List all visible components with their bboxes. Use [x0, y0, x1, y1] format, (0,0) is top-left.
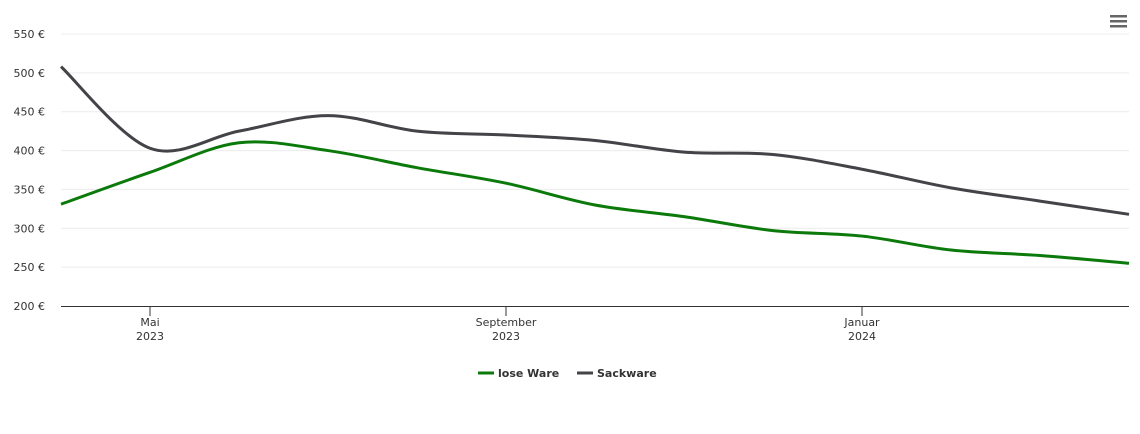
- x-tick-label-line: Januar: [843, 316, 880, 329]
- line: [60, 140, 1130, 265]
- y-tick-label: 550 €: [14, 28, 46, 41]
- legend-item[interactable]: lose Ware: [478, 367, 559, 380]
- x-tick-label-line: Mai: [140, 316, 159, 329]
- y-tick-label: 350 €: [14, 183, 46, 196]
- y-tick-label: 450 €: [14, 106, 46, 119]
- x-tick-label-line: September: [476, 316, 537, 329]
- x-tick-label: September 2023: [476, 316, 537, 343]
- y-tick-label: 400 €: [14, 145, 46, 158]
- x-tick-label-line: 2024: [848, 330, 876, 343]
- legend-label: lose Ware: [498, 367, 559, 380]
- y-tick-label: 250 €: [14, 261, 46, 274]
- x-tick-label-line: 2023: [136, 330, 164, 343]
- x-tick-label: Januar 2024: [843, 316, 880, 343]
- y-tick-label: 300 €: [14, 222, 46, 235]
- y-tick-label: 200 €: [14, 300, 46, 313]
- x-tick-label: Mai 2023: [136, 316, 164, 343]
- menu-button[interactable]: [1110, 15, 1127, 28]
- line: [59, 65, 1130, 216]
- y-tick-label: 500 €: [14, 67, 46, 80]
- x-tick-label-line: 2023: [492, 330, 520, 343]
- legend-label: Sackware: [597, 367, 657, 380]
- legend-item[interactable]: Sackware: [577, 367, 657, 380]
